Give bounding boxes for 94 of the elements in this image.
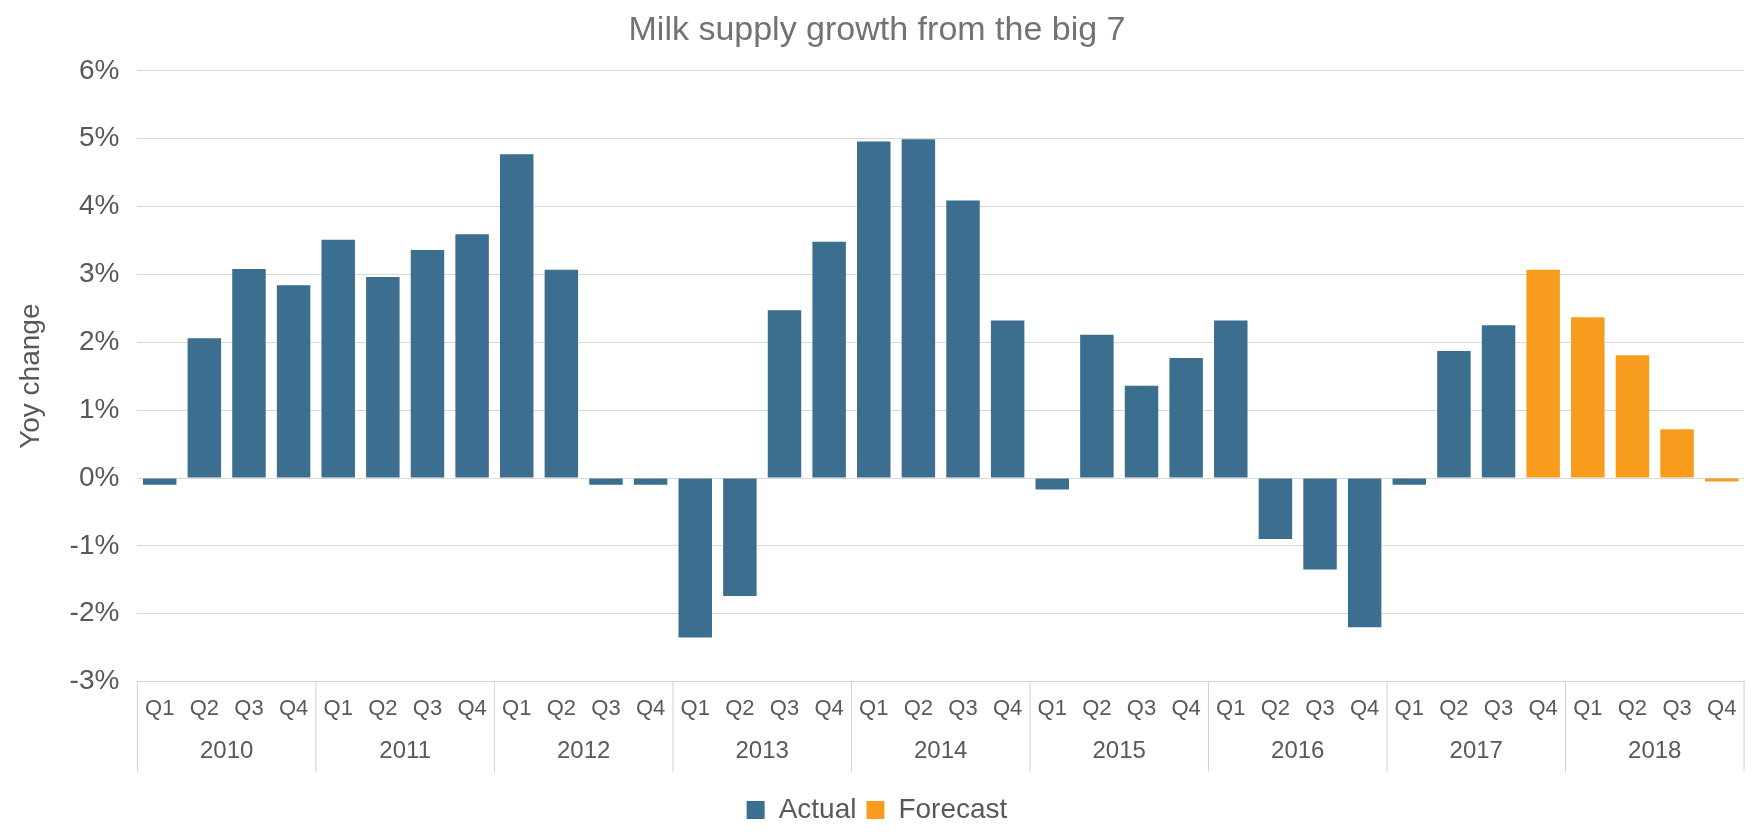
bar	[1571, 317, 1605, 478]
bar	[723, 478, 757, 597]
bar	[232, 268, 266, 478]
bar	[901, 139, 936, 478]
x-tick-label: Q3	[234, 694, 264, 720]
x-tick-label: Q1	[145, 694, 175, 720]
x-tick-label: Q4	[992, 694, 1023, 720]
bar	[1080, 334, 1114, 478]
text: 2010	[199, 736, 254, 764]
x-tick-label: Q4	[457, 694, 487, 720]
x-tick-label: Q3	[412, 694, 443, 720]
bar	[990, 320, 1025, 478]
bar	[1124, 385, 1159, 478]
y-tick-label: 0%	[78, 460, 120, 492]
bar	[1169, 357, 1203, 478]
x-tick-label: Q3	[1305, 694, 1335, 720]
x-tick-label: Q4	[1707, 694, 1737, 720]
chart-title: Milk supply growth from the big 7	[628, 8, 1126, 47]
bar	[1214, 320, 1248, 478]
y-tick-label: -1%	[69, 528, 120, 560]
x-tick-label: Q3	[591, 694, 621, 720]
x-tick-label: Q2	[725, 694, 755, 720]
x-tick-label: Q3	[769, 694, 800, 720]
x-tick-label: Q4	[814, 694, 844, 720]
bar	[812, 241, 846, 478]
bar	[1660, 429, 1694, 478]
x-tick-label: Q2	[1260, 694, 1291, 720]
x-tick-label: Q2	[903, 694, 934, 720]
bar	[321, 239, 355, 478]
bar	[366, 277, 400, 478]
bar	[767, 310, 802, 478]
bar	[1347, 478, 1382, 628]
bar	[633, 478, 668, 485]
x-tick-label: Q2	[1439, 694, 1469, 720]
bar	[187, 338, 222, 478]
text: 2011	[379, 736, 431, 764]
x-tick-label: Q4	[1349, 694, 1380, 720]
x-tick-label: Q4	[1528, 694, 1558, 720]
bar	[946, 200, 980, 478]
text: 2012	[556, 736, 611, 764]
x-tick-label: Q1	[1394, 694, 1424, 720]
bar	[1437, 351, 1471, 478]
y-tick-label: 4%	[78, 189, 120, 221]
x-tick-label: Q1	[502, 694, 532, 720]
y-tick-label: 1%	[78, 392, 120, 424]
y-tick-label: 3%	[78, 257, 120, 289]
x-tick-label: Q2	[368, 694, 398, 720]
bar	[410, 249, 445, 478]
bar	[500, 154, 534, 478]
bar	[1035, 478, 1069, 490]
text: 2014	[914, 736, 968, 764]
legend-label: Actual	[778, 792, 857, 824]
x-tick-label: Q3	[1662, 694, 1692, 720]
x-tick-label: Q4	[635, 694, 666, 720]
bar	[1615, 355, 1650, 478]
x-tick-label: Q4	[1171, 694, 1201, 720]
legend-label: Forecast	[898, 792, 1008, 824]
bar	[1303, 478, 1337, 570]
bar	[589, 478, 623, 485]
x-tick-label: Q1	[323, 694, 353, 720]
bar	[276, 285, 311, 478]
bar	[455, 234, 489, 478]
bar	[1258, 478, 1293, 540]
bar	[142, 478, 177, 485]
x-tick-label: Q1	[1037, 694, 1067, 720]
text: 2017	[1449, 736, 1503, 764]
x-tick-label: Q1	[1216, 694, 1246, 720]
x-tick-label: Q3	[1126, 694, 1157, 720]
bar	[544, 269, 579, 478]
x-tick-label: Q1	[859, 694, 889, 720]
y-tick-label: 6%	[78, 53, 120, 85]
text: 2013	[735, 736, 789, 764]
x-tick-label: Q2	[1082, 694, 1112, 720]
x-tick-label: Q1	[680, 694, 710, 720]
x-tick-label: Q2	[546, 694, 577, 720]
x-tick-label: Q4	[278, 694, 309, 720]
text: 2018	[1628, 736, 1682, 764]
y-tick-label: -3%	[69, 664, 120, 696]
x-tick-label: Q2	[1617, 694, 1648, 720]
text: 2016	[1271, 736, 1325, 764]
x-tick-label: Q1	[1573, 694, 1603, 720]
bar	[678, 478, 712, 638]
x-tick-label: Q2	[189, 694, 220, 720]
bar	[1526, 269, 1560, 478]
x-tick-label: Q3	[1483, 694, 1514, 720]
text: 2015	[1092, 736, 1146, 764]
bar	[1392, 478, 1427, 485]
y-axis-title: Yoy change	[13, 303, 45, 449]
bar	[857, 141, 891, 478]
y-tick-label: 5%	[78, 121, 120, 153]
y-tick-label: 2%	[78, 324, 120, 356]
x-tick-label: Q3	[948, 694, 978, 720]
bar	[1481, 325, 1516, 478]
y-tick-label: -2%	[69, 596, 120, 628]
